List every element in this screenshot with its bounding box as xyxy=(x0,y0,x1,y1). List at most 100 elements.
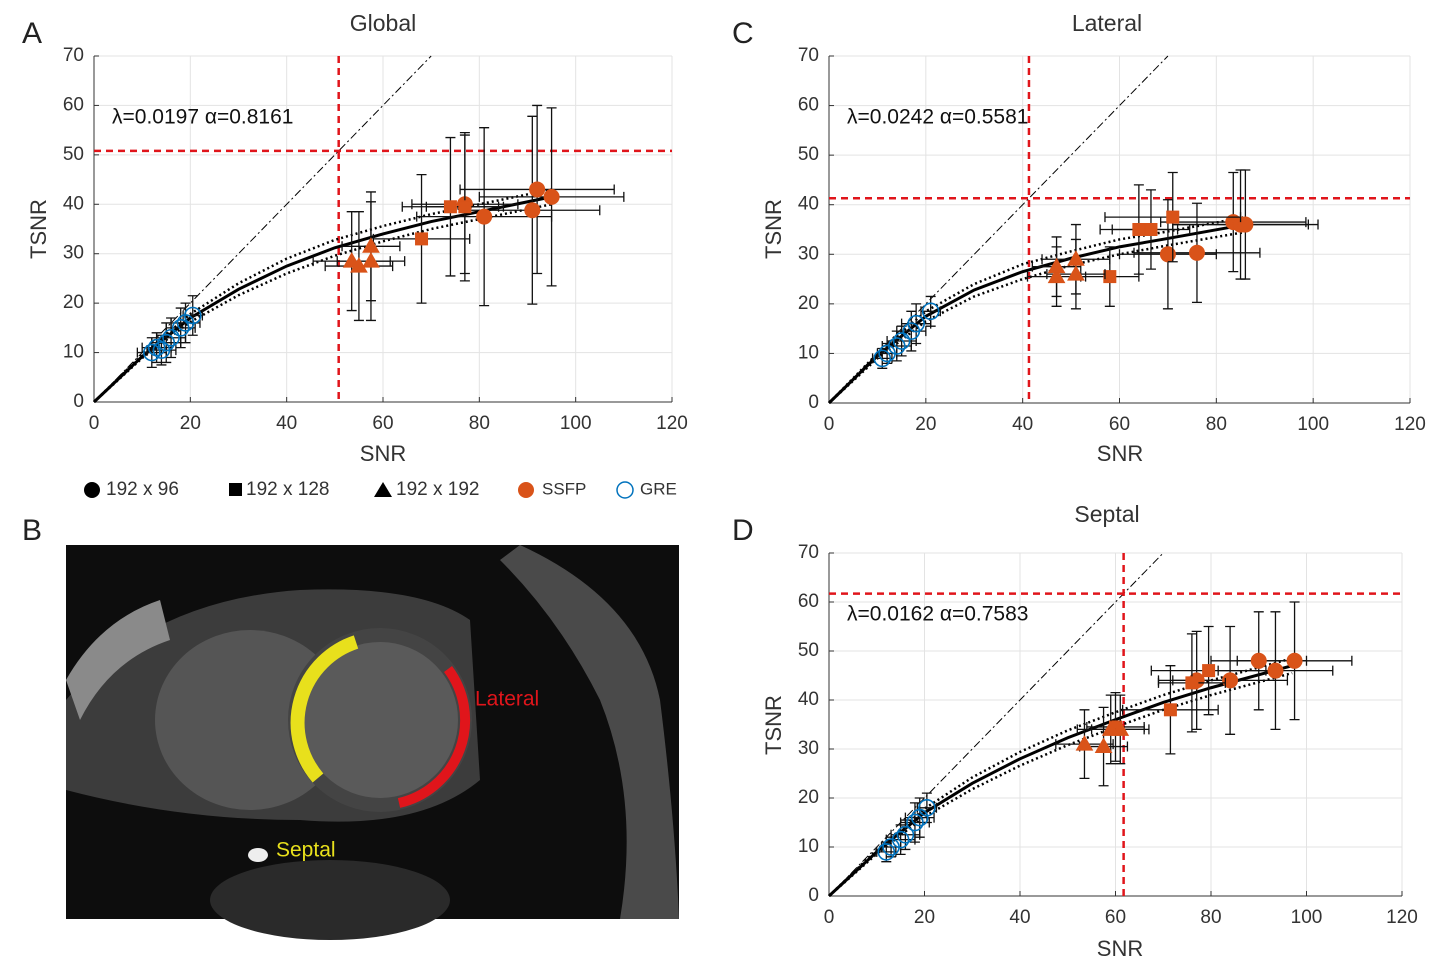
point xyxy=(906,813,924,832)
x-tick-label: 80 xyxy=(1200,907,1221,928)
x-tick-label: 0 xyxy=(824,414,835,435)
bright-spot xyxy=(248,848,268,862)
point xyxy=(1166,210,1180,224)
point xyxy=(1047,257,1066,274)
point xyxy=(877,843,896,861)
ventricle xyxy=(155,630,345,810)
point xyxy=(524,202,541,219)
x-tick-label: 20 xyxy=(915,414,936,435)
point xyxy=(415,232,429,246)
point xyxy=(1067,265,1085,281)
point xyxy=(529,181,546,198)
y-tick-label: 30 xyxy=(798,738,819,759)
y-axis-label: TSNR xyxy=(26,199,51,259)
x-tick-label: 60 xyxy=(1105,907,1126,928)
panel-label: D xyxy=(732,514,754,547)
y-tick-label: 70 xyxy=(798,45,819,66)
point xyxy=(1047,267,1066,284)
point xyxy=(1111,720,1130,736)
panel-label: A xyxy=(22,17,42,50)
x-tick-label: 0 xyxy=(89,413,100,434)
x-error-bar xyxy=(871,353,893,364)
chart-title: Septal xyxy=(1074,501,1139,527)
y-axis-label: TSNR xyxy=(761,199,786,259)
y-tick-label: 10 xyxy=(798,836,819,857)
legend-icon xyxy=(374,482,392,497)
x-tick-label: 100 xyxy=(1291,907,1323,928)
legend-label: SSFP xyxy=(542,479,586,498)
point xyxy=(1103,270,1117,284)
point xyxy=(362,252,380,268)
y-tick-label: 10 xyxy=(63,342,84,363)
x-tick-label: 40 xyxy=(1009,907,1030,928)
lateral-segment xyxy=(397,665,471,808)
lateral-label: Lateral xyxy=(475,688,539,711)
fit-lower xyxy=(828,230,1246,404)
septal-segment xyxy=(290,635,359,783)
point xyxy=(1185,676,1199,690)
y-tick-label: 0 xyxy=(73,391,84,412)
point xyxy=(1286,652,1303,669)
y-tick-label: 60 xyxy=(798,95,819,116)
fit-line xyxy=(827,223,1246,405)
point xyxy=(907,314,925,333)
tissue xyxy=(66,600,170,720)
y-tick-label: 50 xyxy=(798,640,819,661)
fit-lower xyxy=(828,671,1293,897)
point xyxy=(162,328,180,347)
y-tick-label: 40 xyxy=(798,194,819,215)
x-error-bar xyxy=(876,846,897,857)
point xyxy=(1094,737,1113,754)
y-tick-label: 0 xyxy=(808,885,819,906)
point xyxy=(1250,652,1267,669)
point xyxy=(543,188,560,205)
y-tick-label: 60 xyxy=(63,94,84,115)
tissue xyxy=(210,860,450,940)
legend-label: 192 x 128 xyxy=(246,479,329,500)
annotation: λ=0.0162 α=0.7583 xyxy=(847,603,1028,626)
x-axis-label: SNR xyxy=(1097,441,1143,466)
legend-label: GRE xyxy=(640,479,677,498)
y-tick-label: 0 xyxy=(808,392,819,413)
point xyxy=(873,349,892,368)
point xyxy=(1222,672,1239,689)
y-tick-label: 10 xyxy=(798,342,819,363)
x-tick-label: 120 xyxy=(656,413,688,434)
y-axis-label: TSNR xyxy=(761,695,786,755)
point xyxy=(362,237,380,253)
y-tick-label: 40 xyxy=(798,689,819,710)
y-tick-label: 70 xyxy=(798,542,819,563)
y-tick-label: 50 xyxy=(63,144,84,165)
legend-icon xyxy=(84,482,100,498)
point xyxy=(918,798,936,817)
x-tick-label: 20 xyxy=(914,907,935,928)
y-tick-label: 30 xyxy=(63,243,84,264)
septal-label: Septal xyxy=(276,839,336,862)
legend-icon xyxy=(518,482,534,498)
fit-upper xyxy=(828,215,1246,404)
x-error-bar xyxy=(920,306,942,317)
y-tick-label: 40 xyxy=(63,193,84,214)
x-tick-label: 80 xyxy=(1206,414,1227,435)
x-tick-label: 100 xyxy=(1297,414,1329,435)
x-axis-label: SNR xyxy=(1097,936,1143,961)
point xyxy=(1075,735,1094,751)
x-tick-label: 100 xyxy=(560,413,592,434)
point xyxy=(157,333,176,352)
annotation: λ=0.0242 α=0.5581 xyxy=(847,106,1028,129)
x-tick-label: 120 xyxy=(1394,414,1426,435)
chart-title: Global xyxy=(350,10,416,36)
y-tick-label: 20 xyxy=(798,787,819,808)
annotation: λ=0.0197 α=0.8161 xyxy=(112,106,293,129)
mri-image: B Septal Lateral xyxy=(22,514,679,940)
y-tick-label: 30 xyxy=(798,243,819,264)
point xyxy=(1067,250,1085,266)
fit-line xyxy=(92,195,552,404)
x-tick-label: 80 xyxy=(469,413,490,434)
x-axis-label: SNR xyxy=(360,441,406,466)
point xyxy=(1163,703,1177,717)
panel-label: B xyxy=(22,514,42,547)
point xyxy=(443,200,457,214)
x-error-bar xyxy=(904,812,935,823)
point xyxy=(171,319,190,337)
